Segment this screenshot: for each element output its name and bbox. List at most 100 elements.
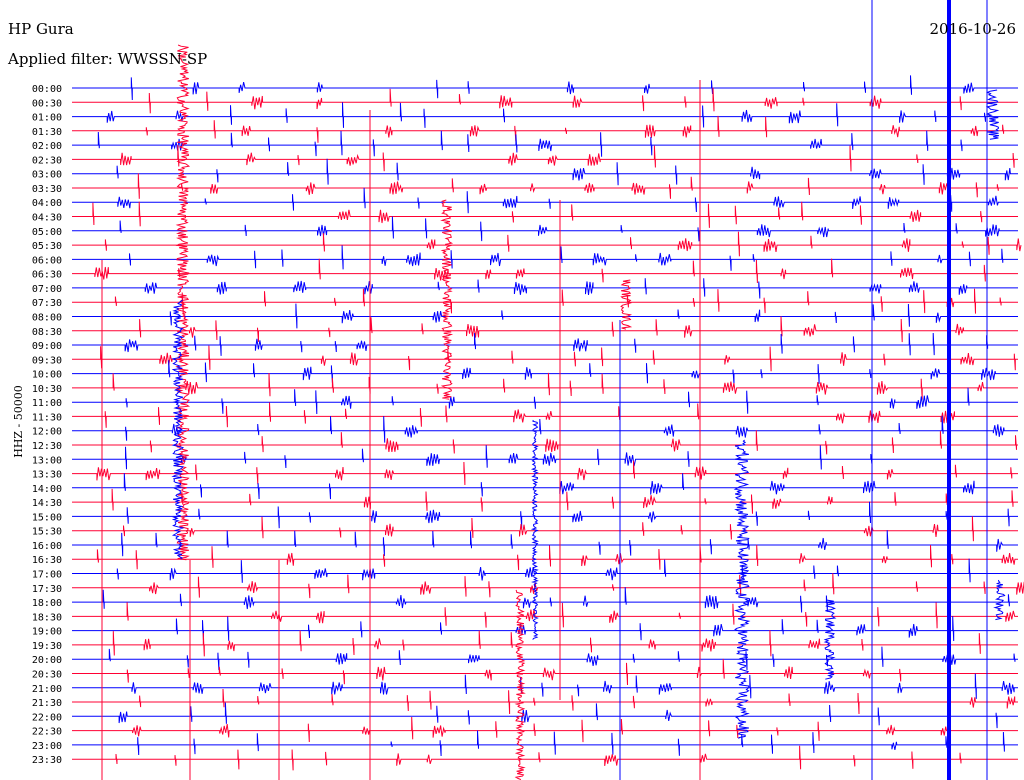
trace-line [72, 245, 1018, 271]
trace-line [72, 288, 1018, 314]
time-label: 06:30 [32, 270, 62, 281]
trace-line [72, 688, 1018, 715]
time-label: 03:30 [32, 184, 62, 195]
time-label: 12:30 [32, 441, 62, 452]
event-burst [530, 419, 540, 640]
time-label: 04:30 [32, 213, 62, 224]
trace-line [72, 130, 1018, 157]
time-label: 20:30 [32, 669, 62, 680]
date-label: 2016-10-26 [929, 20, 1016, 38]
time-label: 01:30 [32, 127, 62, 138]
trace-line [72, 415, 1018, 443]
event-burst [733, 439, 751, 739]
time-label: 04:00 [32, 198, 62, 209]
time-label: 16:30 [32, 555, 62, 566]
time-label: 03:00 [32, 170, 62, 181]
event-burst [985, 89, 1000, 140]
time-label: 14:30 [32, 498, 62, 509]
trace-line [72, 587, 1018, 613]
time-label: 01:00 [32, 113, 62, 124]
trace-line [72, 646, 1018, 671]
time-label: 15:30 [32, 527, 62, 538]
trace-line [72, 460, 1018, 486]
trace-line [72, 745, 1018, 771]
time-label: 11:30 [32, 412, 62, 423]
time-label: 10:00 [32, 370, 62, 381]
time-label: 22:00 [32, 712, 62, 723]
trace-line [72, 187, 1018, 214]
time-label: 09:30 [32, 355, 62, 366]
time-label: 05:00 [32, 227, 62, 238]
time-label: 08:00 [32, 312, 62, 323]
trace-line [72, 615, 1018, 642]
time-label: 18:30 [32, 612, 62, 623]
trace-line [72, 530, 1018, 557]
trace-line [72, 87, 1018, 114]
time-label: 16:00 [32, 541, 62, 552]
trace-line [72, 402, 1018, 428]
event-burst [514, 589, 526, 780]
trace-line [72, 345, 1018, 372]
trace-line [72, 445, 1018, 470]
trace-line [72, 158, 1018, 186]
y-axis-label: HHZ - 50000 [11, 385, 25, 458]
trace-line [72, 102, 1018, 128]
trace-line [72, 473, 1018, 500]
trace-line [72, 488, 1018, 514]
trace-line [72, 516, 1018, 542]
trace-line [72, 716, 1018, 743]
trace-line [72, 544, 1018, 571]
trace-line [72, 360, 1018, 385]
time-label: 23:00 [32, 741, 62, 752]
trace-line [72, 278, 1018, 299]
trace-line [72, 303, 1018, 329]
event-burst [993, 579, 1006, 621]
time-label: 13:30 [32, 470, 62, 481]
trace-line [72, 501, 1018, 529]
time-label: 21:00 [32, 684, 62, 695]
time-label: 21:30 [32, 698, 62, 709]
time-label: 22:30 [32, 727, 62, 738]
trace-line [72, 258, 1018, 284]
time-label: 20:00 [32, 655, 62, 666]
trace-line [72, 602, 1018, 629]
time-label: 00:00 [32, 84, 62, 95]
event-burst [171, 299, 185, 560]
trace-line [72, 316, 1018, 343]
time-label: 11:00 [32, 398, 62, 409]
time-label: 08:30 [32, 327, 62, 338]
time-label: 02:30 [32, 155, 62, 166]
trace-line [72, 372, 1018, 400]
event-burst [175, 44, 191, 561]
time-label: 00:30 [32, 98, 62, 109]
trace-line [72, 231, 1022, 257]
time-label: 19:00 [32, 627, 62, 638]
time-label: 19:30 [32, 641, 62, 652]
trace-line [72, 115, 1018, 143]
time-label: 18:00 [32, 598, 62, 609]
time-label: 15:00 [32, 512, 62, 523]
time-label: 07:30 [32, 298, 62, 309]
trace-line [72, 75, 1018, 101]
trace-line [72, 630, 1018, 657]
event-burst [823, 599, 837, 680]
trace-line [72, 673, 1018, 699]
time-label: 14:00 [32, 484, 62, 495]
trace-line [72, 387, 1018, 415]
station-title: HP Gura [8, 20, 74, 38]
trace-line [72, 702, 1018, 729]
trace-line [72, 201, 1018, 228]
trace-line [72, 430, 1018, 455]
filter-label: Applied filter: WWSSN-SP [8, 50, 208, 68]
trace-line [72, 216, 1018, 242]
time-label: 13:00 [32, 455, 62, 466]
time-label: 09:00 [32, 341, 62, 352]
trace-line [72, 573, 1024, 599]
time-label: 06:00 [32, 255, 62, 266]
trace-line [72, 144, 1018, 172]
event-burst [620, 279, 633, 330]
time-label: 17:30 [32, 584, 62, 595]
event-burst [440, 199, 454, 400]
trace-line [72, 730, 1018, 757]
